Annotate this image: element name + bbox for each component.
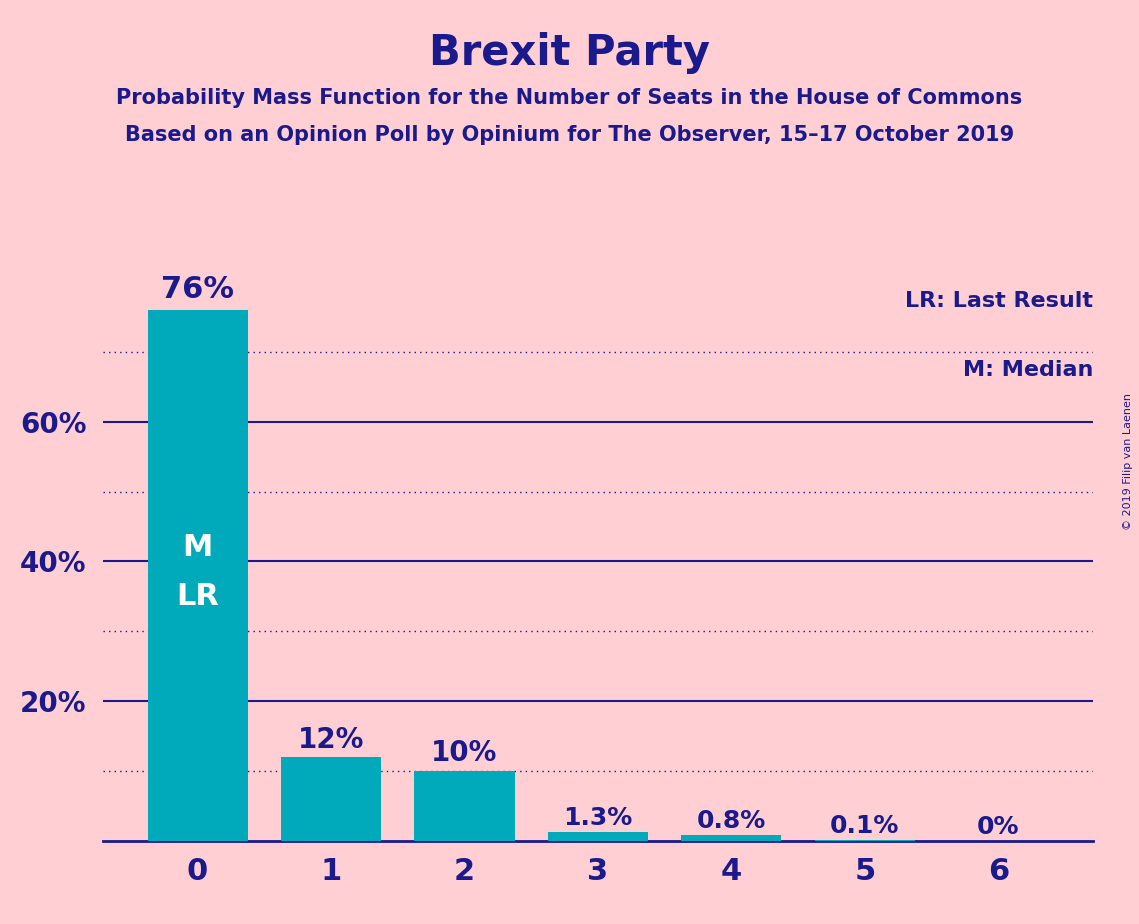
Text: LR: LR bbox=[177, 582, 219, 611]
Bar bbox=[415, 771, 515, 841]
Text: © 2019 Filip van Laenen: © 2019 Filip van Laenen bbox=[1123, 394, 1133, 530]
Text: 76%: 76% bbox=[161, 275, 235, 304]
Text: LR: Last Result: LR: Last Result bbox=[906, 291, 1093, 310]
Text: 12%: 12% bbox=[298, 725, 364, 753]
Bar bbox=[681, 835, 781, 841]
Text: 0%: 0% bbox=[977, 815, 1019, 839]
Text: 1.3%: 1.3% bbox=[564, 806, 632, 830]
Text: Probability Mass Function for the Number of Seats in the House of Commons: Probability Mass Function for the Number… bbox=[116, 88, 1023, 108]
Text: 10%: 10% bbox=[432, 739, 498, 768]
Text: Based on an Opinion Poll by Opinium for The Observer, 15–17 October 2019: Based on an Opinion Poll by Opinium for … bbox=[125, 125, 1014, 145]
Text: 0.8%: 0.8% bbox=[697, 809, 767, 833]
Bar bbox=[548, 832, 648, 841]
Text: M: Median: M: Median bbox=[964, 359, 1093, 380]
Bar bbox=[148, 310, 247, 841]
Text: 0.1%: 0.1% bbox=[830, 814, 900, 838]
Bar bbox=[281, 757, 382, 841]
Text: Brexit Party: Brexit Party bbox=[429, 32, 710, 74]
Text: M: M bbox=[182, 533, 213, 562]
